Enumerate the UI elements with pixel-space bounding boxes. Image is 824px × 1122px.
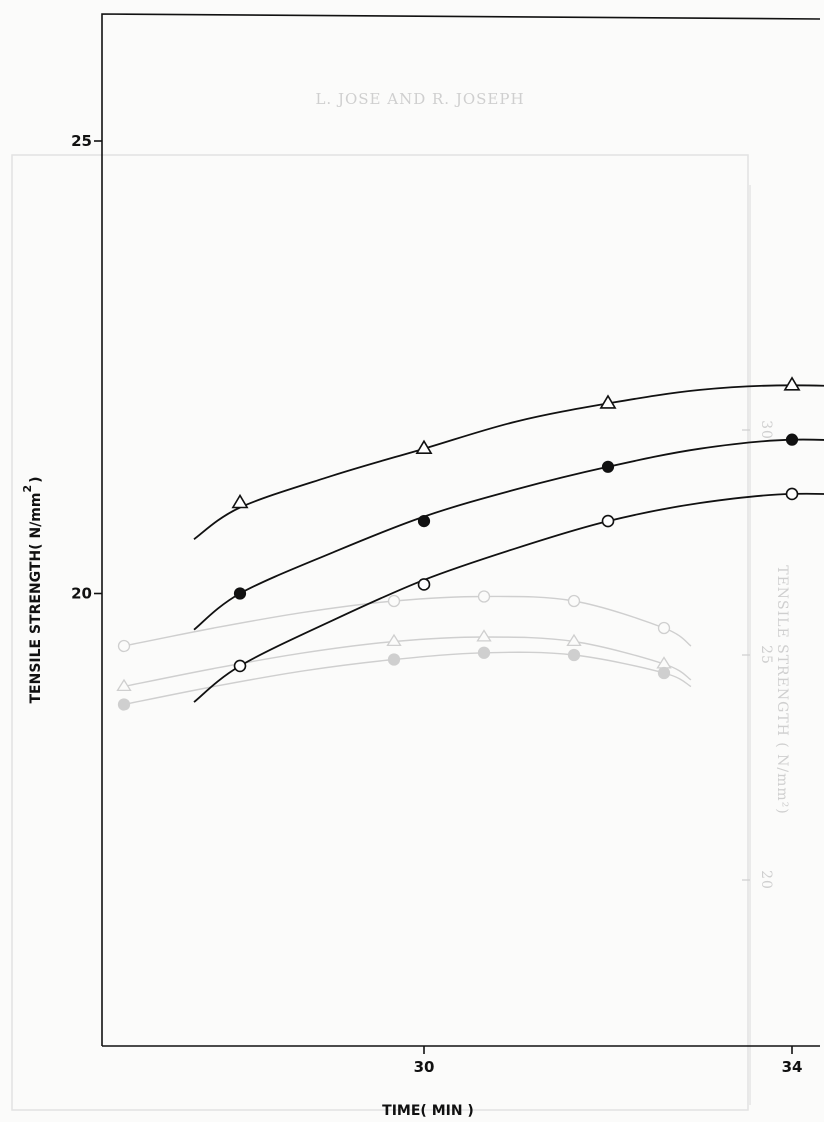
data-point-open-circle xyxy=(601,514,615,528)
data-point-filled-circle xyxy=(601,460,615,473)
ghost-curve xyxy=(123,636,692,688)
svg-text:TENSILE STRENGTH( N/mm2): TENSILE STRENGTH( N/mm2) xyxy=(21,476,44,703)
plot-frame xyxy=(101,13,821,1046)
data-point-triangle xyxy=(231,493,249,509)
ghost-point xyxy=(477,590,491,603)
ghost-curves xyxy=(116,590,692,711)
ghost-point xyxy=(386,633,402,647)
ghost-point xyxy=(387,653,401,666)
y-tick-label: 25 xyxy=(71,132,92,150)
ghost-tick-label: 30 xyxy=(758,420,774,440)
series-line xyxy=(193,438,824,631)
data-point-filled-circle xyxy=(233,587,247,600)
series-line xyxy=(193,384,824,540)
series-line xyxy=(193,492,824,703)
ghost-point xyxy=(387,594,401,608)
ghost-point xyxy=(117,639,131,653)
data-point-filled-circle xyxy=(417,514,431,528)
x-ticks: 30343842 xyxy=(414,1046,803,1076)
ghost-point xyxy=(477,646,491,659)
ghost-point xyxy=(657,621,671,635)
data-point-filled-circle xyxy=(785,433,799,446)
reverse-page-ghost: L. JOSE AND R. JOSEPH 20 25 30 TENSILE STR… xyxy=(11,90,790,1111)
ghost-point xyxy=(567,648,581,662)
ghost-tick-label: 20 xyxy=(758,870,774,890)
ghost-ylabel: TENSILE STRENGTH ( N/mm²) xyxy=(774,565,790,815)
series-1 xyxy=(193,376,824,540)
ghost-point xyxy=(567,594,581,608)
y-axis-label-close: ) xyxy=(28,476,44,482)
ghost-tick-label: 25 xyxy=(758,645,774,665)
data-point-open-circle xyxy=(233,659,247,673)
x-tick-label: 34 xyxy=(782,1058,803,1076)
ghost-curve xyxy=(123,651,692,706)
data-point-open-circle xyxy=(417,578,431,591)
series-3 xyxy=(193,487,824,703)
data-point-triangle xyxy=(783,376,801,391)
y-axis-label-superscript: 2 xyxy=(21,485,34,493)
data-point-open-circle xyxy=(785,487,799,501)
ghost-header: L. JOSE AND R. JOSEPH xyxy=(315,90,524,108)
ghost-point xyxy=(566,633,582,647)
y-axis-label: TENSILE STRENGTH( N/mm2) xyxy=(21,476,44,703)
series-layer xyxy=(193,376,824,703)
x-tick-label: 30 xyxy=(414,1058,435,1076)
data-point-triangle xyxy=(599,394,617,409)
series-2 xyxy=(193,433,824,631)
x-axis-label: TIME( MIN ) xyxy=(382,1103,474,1119)
data-point-triangle xyxy=(415,439,433,455)
ghost-point xyxy=(476,629,492,642)
ghost-point xyxy=(117,698,131,711)
y-tick-label: 20 xyxy=(71,585,92,603)
ghost-point xyxy=(657,666,671,680)
ghost-point xyxy=(116,678,132,692)
ghost-curve xyxy=(123,595,692,647)
y-axis-label-text: TENSILE STRENGTH( N/mm xyxy=(28,493,44,704)
ghost-frame xyxy=(11,154,749,1111)
